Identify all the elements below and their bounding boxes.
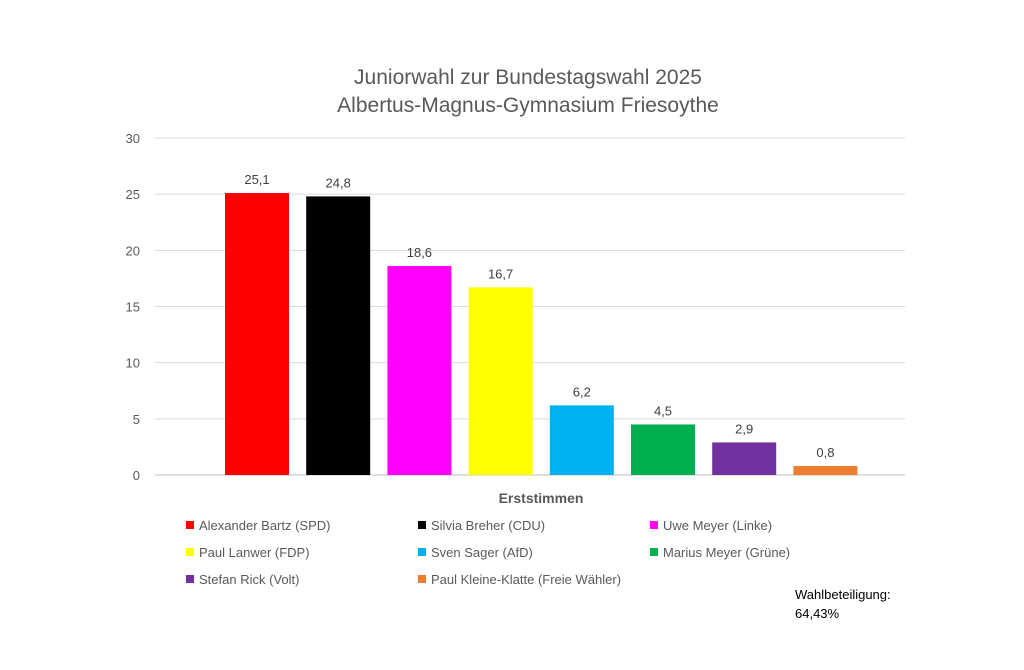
legend-swatch — [650, 548, 658, 556]
legend-label: Silvia Breher (CDU) — [431, 518, 545, 533]
data-label: 0,8 — [816, 445, 834, 460]
chart-title-line-2: Albertus-Magnus-Gymnasium Friesoythe — [337, 94, 719, 117]
legend-swatch — [418, 548, 426, 556]
bar — [712, 442, 777, 475]
data-label: 2,9 — [735, 421, 753, 436]
bar — [225, 193, 289, 475]
y-tick-label: 15 — [126, 300, 140, 315]
legend-swatch — [418, 521, 426, 529]
legend-label: Marius Meyer (Grüne) — [663, 545, 790, 560]
bar — [793, 466, 858, 475]
legend-label: Stefan Rick (Volt) — [199, 572, 299, 587]
y-tick-label: 5 — [133, 412, 140, 427]
legend-label: Uwe Meyer (Linke) — [663, 518, 772, 533]
legend-swatch — [186, 575, 194, 583]
y-tick-label: 0 — [133, 468, 140, 483]
bar — [631, 424, 695, 475]
legend-label: Paul Kleine-Klatte (Freie Wähler) — [431, 572, 621, 587]
y-tick-label: 30 — [126, 131, 140, 146]
data-label: 16,7 — [488, 266, 513, 281]
legend-swatch — [186, 521, 194, 529]
data-label: 24,8 — [326, 175, 351, 190]
y-tick-label: 25 — [126, 187, 140, 202]
legend-label: Paul Lanwer (FDP) — [199, 545, 310, 560]
legend-swatch — [186, 548, 194, 556]
bar — [387, 266, 452, 475]
turnout-value: 64,43% — [795, 606, 840, 621]
legend-label: Alexander Bartz (SPD) — [199, 518, 331, 533]
legend-swatch — [418, 575, 426, 583]
bar — [549, 405, 614, 475]
legend-label: Sven Sager (AfD) — [431, 545, 533, 560]
bar — [468, 287, 533, 475]
y-tick-label: 10 — [126, 356, 140, 371]
y-tick-label: 20 — [126, 243, 140, 258]
turnout-label: Wahlbeteiligung: — [795, 587, 891, 602]
legend-swatch — [650, 521, 658, 529]
x-axis-title: Erststimmen — [499, 490, 584, 506]
data-label: 4,5 — [654, 403, 672, 418]
turnout-note: Wahlbeteiligung: 64,43% — [795, 585, 891, 623]
data-label: 18,6 — [407, 245, 432, 260]
data-label: 6,2 — [573, 384, 591, 399]
chart-title-line-1: Juniorwahl zur Bundestagswahl 2025 — [354, 66, 702, 89]
bar — [306, 196, 371, 475]
data-label: 25,1 — [244, 172, 269, 187]
